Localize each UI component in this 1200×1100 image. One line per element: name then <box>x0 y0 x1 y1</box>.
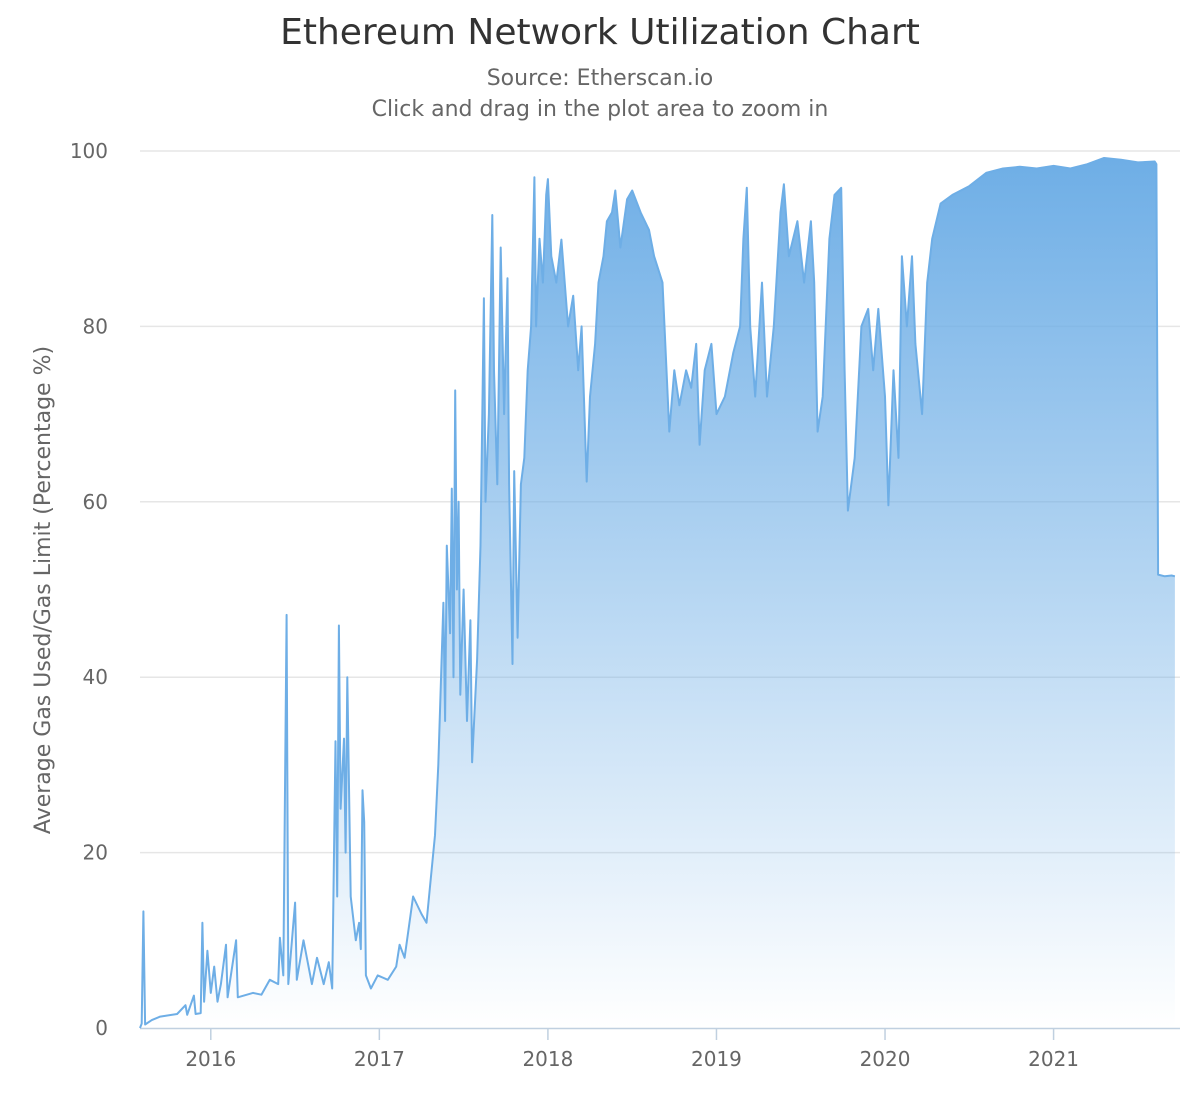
x-tick-label: 2021 <box>1028 1047 1079 1071</box>
y-tick-label: 80 <box>83 314 108 338</box>
series-area[interactable] <box>139 157 1176 1029</box>
y-tick-label: 0 <box>95 1016 108 1040</box>
x-tick-label: 2017 <box>354 1047 405 1071</box>
y-tick-label: 60 <box>83 490 108 514</box>
x-tick-label: 2018 <box>522 1047 573 1071</box>
y-tick-label: 20 <box>83 841 108 865</box>
y-tick-label: 40 <box>83 665 108 689</box>
chart-subtitle-zoom-hint: Click and drag in the plot area to zoom … <box>371 97 829 122</box>
x-tick-label: 2016 <box>185 1047 236 1071</box>
y-axis-title: Average Gas Used/Gas Limit (Percentage %… <box>31 346 56 834</box>
x-tick-label: 2019 <box>691 1047 742 1071</box>
series-line-0[interactable] <box>139 157 1176 1029</box>
chart-subtitle-source: Source: Etherscan.io <box>486 66 714 91</box>
x-tick-label: 2020 <box>860 1047 911 1071</box>
y-axis-ticks: 0 20 40 60 80 100 <box>70 139 108 1040</box>
series-area-fill-0 <box>140 158 1175 1028</box>
y-tick-label: 100 <box>70 139 108 163</box>
x-axis-ticks: 2016 2017 2018 2019 2020 2021 <box>185 1028 1079 1071</box>
chart-title: Ethereum Network Utilization Chart <box>280 12 920 53</box>
